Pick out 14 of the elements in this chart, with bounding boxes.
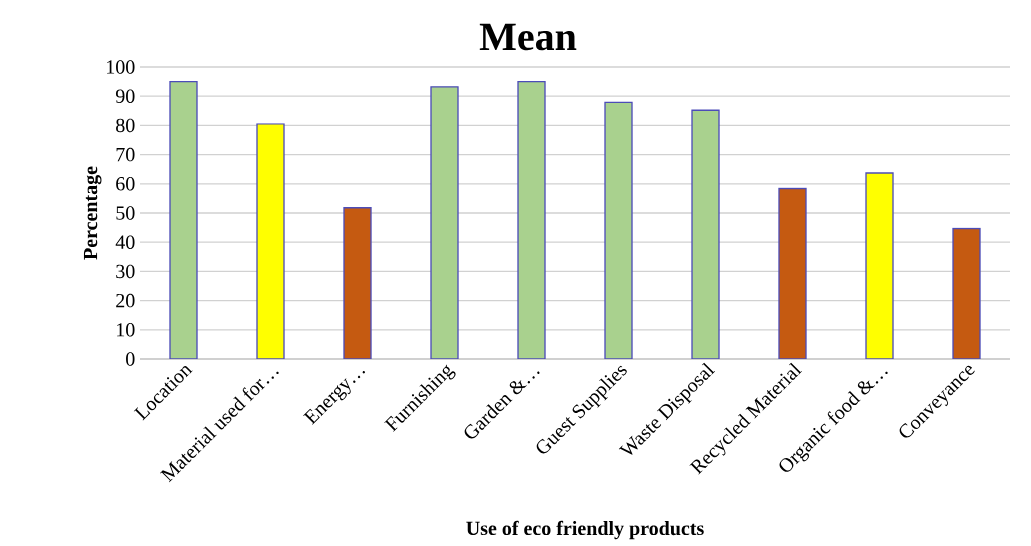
y-tick-label: 10 bbox=[117, 323, 135, 337]
y-tick-label: 100 bbox=[107, 60, 135, 74]
y-tick-label: 20 bbox=[116, 293, 135, 308]
y-axis-title: Percentage bbox=[83, 166, 102, 260]
y-tick-label: 80 bbox=[116, 118, 135, 133]
x-axis-title: Use of eco friendly products bbox=[466, 520, 704, 540]
chart-title: Mean bbox=[479, 23, 577, 51]
y-tick-label: 40 bbox=[115, 235, 135, 249]
y-tick-label: 60 bbox=[116, 177, 135, 191]
y-tick-label: 70 bbox=[116, 147, 135, 162]
y-tick-label: 90 bbox=[115, 89, 135, 103]
y-tick-label: 0 bbox=[126, 352, 135, 366]
y-tick-label: 30 bbox=[116, 264, 135, 279]
y-tick-label: 50 bbox=[116, 206, 135, 220]
